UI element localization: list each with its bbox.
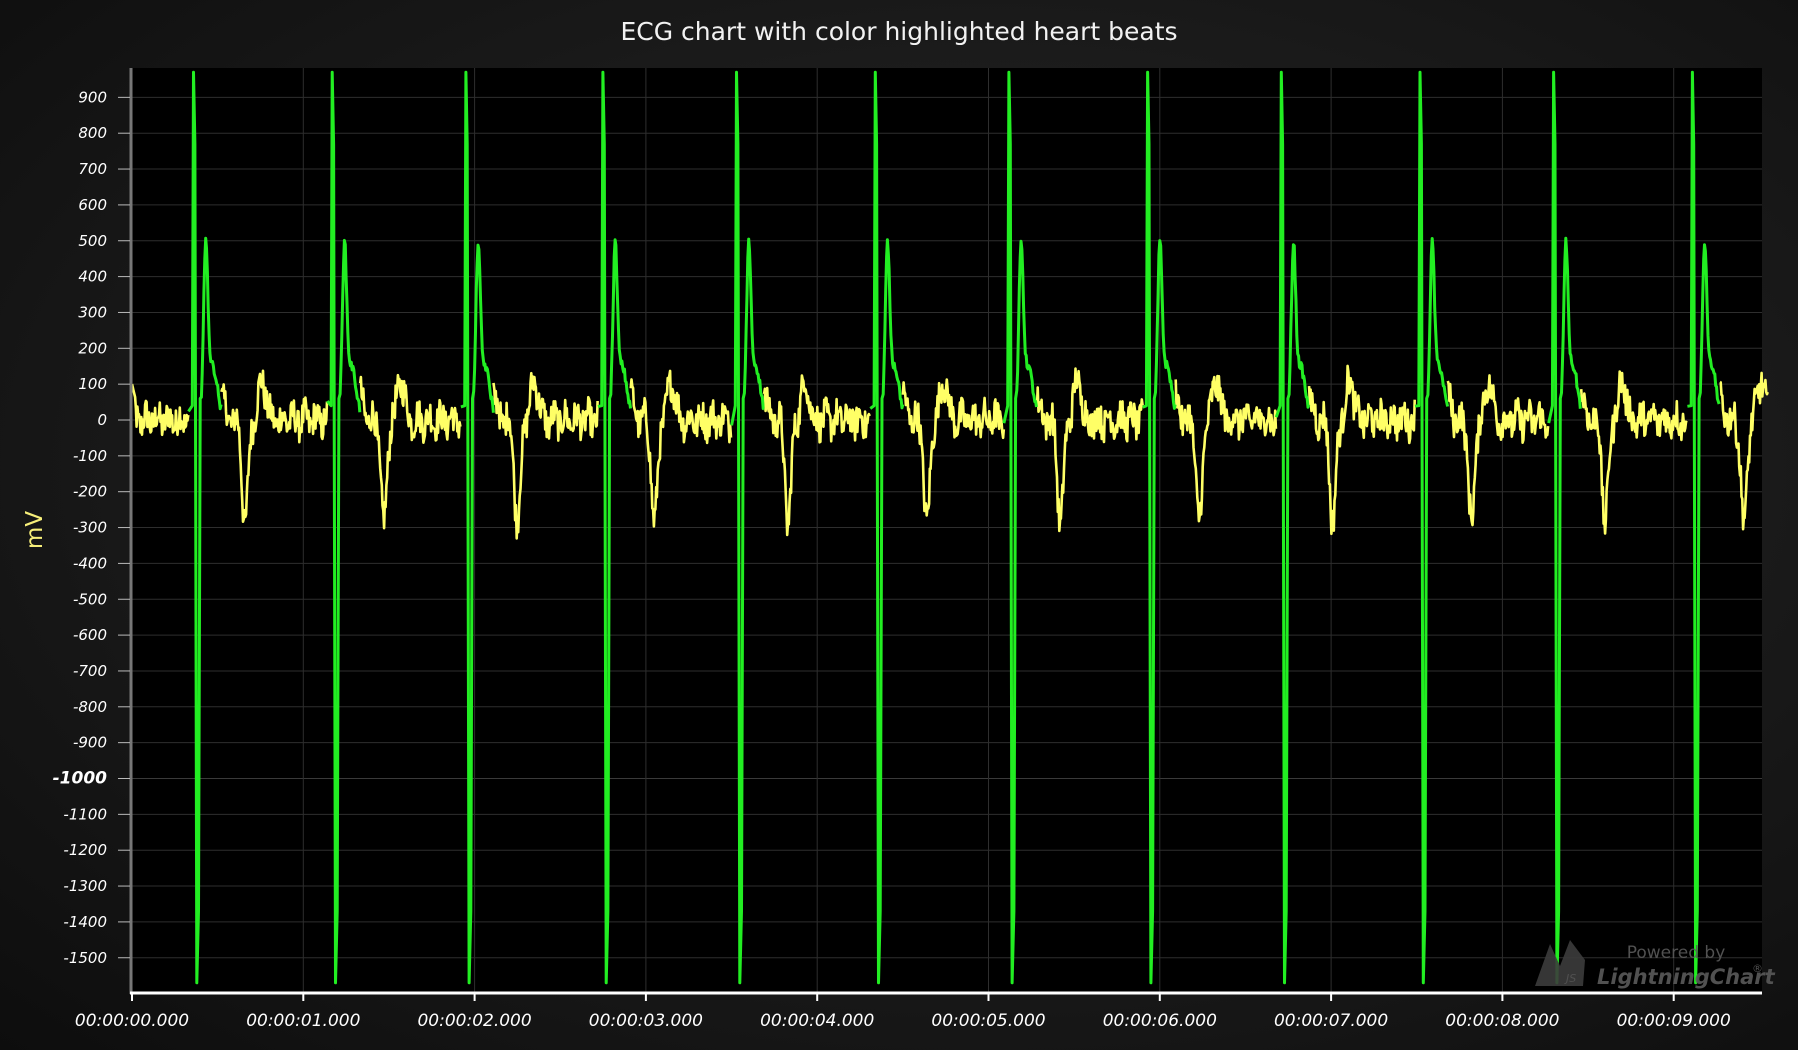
ecg-signal-segment — [1307, 364, 1416, 536]
lightningchart-logo-icon: JS — [1535, 940, 1585, 986]
y-tick-label: -400 — [73, 554, 107, 572]
y-tick-label: -200 — [73, 483, 107, 501]
y-tick-label: 100 — [78, 375, 107, 393]
y-tick-label: -800 — [73, 698, 107, 716]
y-tick-label: -1100 — [63, 805, 107, 823]
x-tick-label: 00:00:01.000 — [246, 1011, 360, 1031]
grid-lines — [131, 68, 1762, 993]
heartbeat-highlight — [1547, 70, 1582, 985]
ecg-signal-segment — [220, 369, 329, 523]
x-tick-label: 00:00:05.000 — [931, 1011, 1045, 1031]
y-tick-label: 600 — [78, 196, 107, 214]
y-tick-label: 300 — [78, 303, 107, 321]
heartbeat-highlight — [1687, 70, 1721, 985]
watermark-registered-mark: ® — [1752, 962, 1763, 975]
y-tick-label: -1500 — [63, 949, 107, 967]
ecg-signal-segment — [1174, 374, 1278, 523]
y-tick-label: -1400 — [63, 913, 107, 931]
heartbeat-highlight — [869, 70, 905, 985]
watermark-brand: LightningChart — [1597, 965, 1776, 989]
ecg-signal-segment — [901, 378, 1006, 517]
x-tick-label: 00:00:07.000 — [1274, 1011, 1388, 1031]
axes — [129, 68, 1762, 995]
heartbeat-highlight — [1002, 70, 1038, 985]
ecg-signal-segment — [1719, 371, 1769, 531]
heartbeat-highlight — [1142, 70, 1177, 985]
y-tick-label: 0 — [97, 411, 107, 429]
y-tick-label: -1200 — [63, 841, 107, 859]
y-tick-label: -1000 — [53, 769, 108, 789]
heartbeat-highlight-series — [187, 70, 1721, 985]
heartbeat-highlight — [1274, 70, 1311, 985]
watermark-powered-by: Powered by — [1627, 943, 1726, 963]
x-axis-tick-labels: 00:00:00.000 00:00:01.000 00:00:02.000 00:0… — [75, 993, 1731, 1031]
x-tick-label: 00:00:08.000 — [1445, 1011, 1559, 1031]
ecg-signal-segment — [629, 369, 733, 528]
y-tick-label: 200 — [78, 339, 107, 357]
y-tick-label: -500 — [73, 590, 107, 608]
x-tick-label: 00:00:04.000 — [760, 1011, 874, 1031]
y-tick-label: 900 — [78, 88, 107, 106]
ecg-signal-segment — [762, 374, 871, 537]
chart-title: ECG chart with color highlighted heart b… — [620, 17, 1177, 46]
y-tick-label: 800 — [78, 124, 107, 142]
y-tick-label: -1300 — [63, 877, 107, 895]
y-tick-label: -700 — [73, 662, 107, 680]
x-tick-label: 00:00:02.000 — [417, 1011, 531, 1031]
y-tick-label: 400 — [78, 268, 107, 286]
ecg-signal-segment — [492, 371, 599, 540]
plot-area — [130, 68, 1762, 993]
ecg-signal-segment — [1579, 370, 1688, 535]
watermark-badge: JS — [1564, 972, 1576, 985]
y-axis-tick-labels: 900 800 700 600 500 400 300 200 100 0 -100 -200 -300… — [53, 88, 130, 967]
heartbeat-highlight — [730, 70, 765, 985]
heartbeat-highlight — [326, 70, 362, 985]
y-tick-label: 700 — [78, 160, 107, 178]
y-tick-label: -300 — [73, 519, 107, 537]
lightningchart-watermark: JS Powered by LightningChart ® — [1535, 940, 1776, 989]
heartbeat-highlight — [597, 70, 632, 985]
y-axis-title: mV — [22, 511, 48, 549]
heartbeat-highlight — [187, 70, 223, 985]
x-tick-label: 00:00:00.000 — [75, 1011, 189, 1031]
y-tick-label: 500 — [78, 232, 107, 250]
y-tick-label: -100 — [73, 447, 107, 465]
x-tick-label: 00:00:09.000 — [1617, 1011, 1731, 1031]
y-tick-label: -900 — [73, 734, 107, 752]
heartbeat-highlight — [1414, 70, 1450, 985]
ecg-signal-segment — [130, 383, 190, 437]
heartbeat-highlight — [460, 70, 495, 985]
x-tick-label: 00:00:03.000 — [589, 1011, 703, 1031]
y-tick-label: -600 — [73, 626, 107, 644]
ecg-signal-segment — [1035, 367, 1144, 533]
ecg-signal-series — [130, 364, 1769, 540]
ecg-signal-segment — [358, 373, 462, 530]
ecg-signal-segment — [1446, 374, 1550, 527]
x-tick-label: 00:00:06.000 — [1103, 1011, 1217, 1031]
